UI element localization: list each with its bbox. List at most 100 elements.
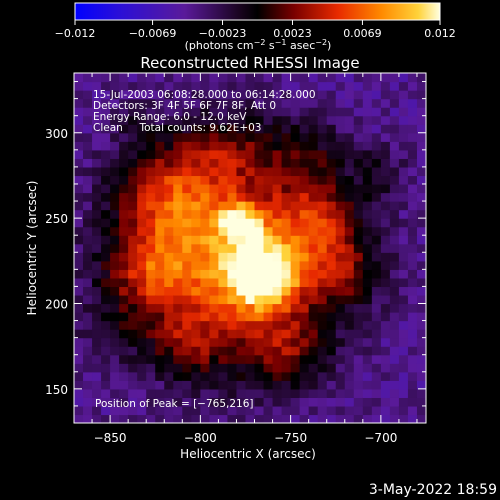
heatmap-cell xyxy=(326,132,337,142)
heatmap-cell xyxy=(326,115,337,125)
heatmap-cell xyxy=(281,201,292,211)
heatmap-cell xyxy=(164,363,174,373)
heatmap-cell xyxy=(209,354,220,364)
heatmap-cell xyxy=(101,107,111,117)
heatmap-cell xyxy=(182,192,192,202)
heatmap-cell xyxy=(236,371,247,381)
heatmap-cell xyxy=(92,166,102,177)
heatmap-cell xyxy=(389,337,400,347)
heatmap-cell xyxy=(299,260,310,270)
heatmap-cell xyxy=(254,329,265,339)
heatmap-cell xyxy=(281,397,292,407)
heatmap-cell xyxy=(236,149,247,159)
heatmap-cell xyxy=(407,141,418,151)
heatmap-cell xyxy=(407,124,418,134)
heatmap-cell xyxy=(389,380,400,390)
heatmap-cell xyxy=(83,363,93,373)
heatmap-cell xyxy=(155,158,165,168)
heatmap-cell xyxy=(128,252,138,262)
heatmap-cell xyxy=(362,107,373,117)
heatmap-cell xyxy=(191,192,201,202)
heatmap-cell xyxy=(101,294,111,305)
heatmap-cell xyxy=(137,303,147,313)
heatmap-cell xyxy=(245,115,256,125)
heatmap-cell xyxy=(101,405,111,416)
heatmap-cell xyxy=(92,90,102,100)
heatmap-cell xyxy=(227,388,238,398)
heatmap-cell xyxy=(362,329,373,339)
heatmap-cell xyxy=(371,303,382,313)
heatmap-cell xyxy=(218,354,229,364)
heatmap-cell xyxy=(389,294,400,305)
heatmap-cell xyxy=(326,312,337,322)
heatmap-cell xyxy=(119,405,129,416)
heatmap-cell xyxy=(353,346,364,356)
heatmap-cell xyxy=(218,252,229,262)
heatmap-cell xyxy=(74,192,84,202)
heatmap-cell xyxy=(128,192,138,202)
heatmap-cell xyxy=(308,209,319,219)
heatmap-cell xyxy=(416,303,426,313)
heatmap-cell xyxy=(272,388,283,398)
heatmap-cell xyxy=(371,175,382,185)
heatmap-cell xyxy=(317,175,328,185)
heatmap-cell xyxy=(236,260,247,270)
heatmap-cell xyxy=(236,405,247,416)
heatmap-cell xyxy=(344,337,355,347)
heatmap-cell xyxy=(110,132,120,142)
heatmap-cell xyxy=(101,124,111,134)
heatmap-cell xyxy=(173,320,183,330)
colorbar-tick-label: 0.0023 xyxy=(273,27,312,40)
heatmap-cell xyxy=(128,388,138,398)
heatmap-cell xyxy=(83,141,93,151)
heatmap-cell xyxy=(263,388,274,398)
heatmap-cell xyxy=(227,218,238,228)
heatmap-cell xyxy=(92,414,102,423)
heatmap-cell xyxy=(353,312,364,322)
heatmap-cell xyxy=(380,90,391,100)
heatmap-cell xyxy=(200,209,210,219)
heatmap-cell xyxy=(200,414,210,423)
heatmap-cell xyxy=(245,303,256,313)
heatmap-cell xyxy=(146,141,156,151)
annotation-energy-range: Energy Range: 6.0 - 12.0 keV xyxy=(93,111,247,123)
heatmap-cell xyxy=(110,405,120,416)
heatmap-cell xyxy=(146,226,156,236)
heatmap-cell xyxy=(335,115,346,125)
heatmap-cell xyxy=(380,388,391,398)
heatmap-cell xyxy=(164,329,174,339)
heatmap-cell xyxy=(236,107,247,117)
heatmap-cell xyxy=(155,90,165,100)
heatmap-cell xyxy=(245,98,256,108)
heatmap-cell xyxy=(281,414,292,423)
heatmap-cell xyxy=(110,388,120,398)
heatmap-cell xyxy=(146,405,156,416)
heatmap-cell xyxy=(380,337,391,347)
heatmap-cell xyxy=(128,124,138,134)
heatmap-cell xyxy=(209,277,220,288)
heatmap-cell xyxy=(317,201,328,211)
heatmap-cell xyxy=(326,175,337,185)
heatmap-cell xyxy=(326,149,337,159)
heatmap-cell xyxy=(272,414,283,423)
heatmap-cell xyxy=(101,132,111,142)
heatmap-cell xyxy=(362,269,373,279)
heatmap-cell xyxy=(380,218,391,228)
heatmap-cell xyxy=(416,166,426,177)
heatmap-cell xyxy=(254,73,265,83)
heatmap-cell xyxy=(173,141,183,151)
heatmap-cell xyxy=(110,277,120,288)
heatmap-cell xyxy=(74,183,84,194)
heatmap-cell xyxy=(281,226,292,236)
heatmap-cell xyxy=(191,218,201,228)
heatmap-cell xyxy=(290,81,301,91)
heatmap-cell xyxy=(290,243,301,253)
heatmap-cell xyxy=(191,414,201,423)
heatmap-cell xyxy=(155,269,165,279)
heatmap-cell xyxy=(209,397,220,407)
heatmap-cell xyxy=(353,235,364,245)
heatmap-cell xyxy=(164,294,174,305)
heatmap-cell xyxy=(128,286,138,296)
heatmap-cell xyxy=(308,141,319,151)
peak-position-label: Position of Peak = [−765,216] xyxy=(95,398,254,410)
